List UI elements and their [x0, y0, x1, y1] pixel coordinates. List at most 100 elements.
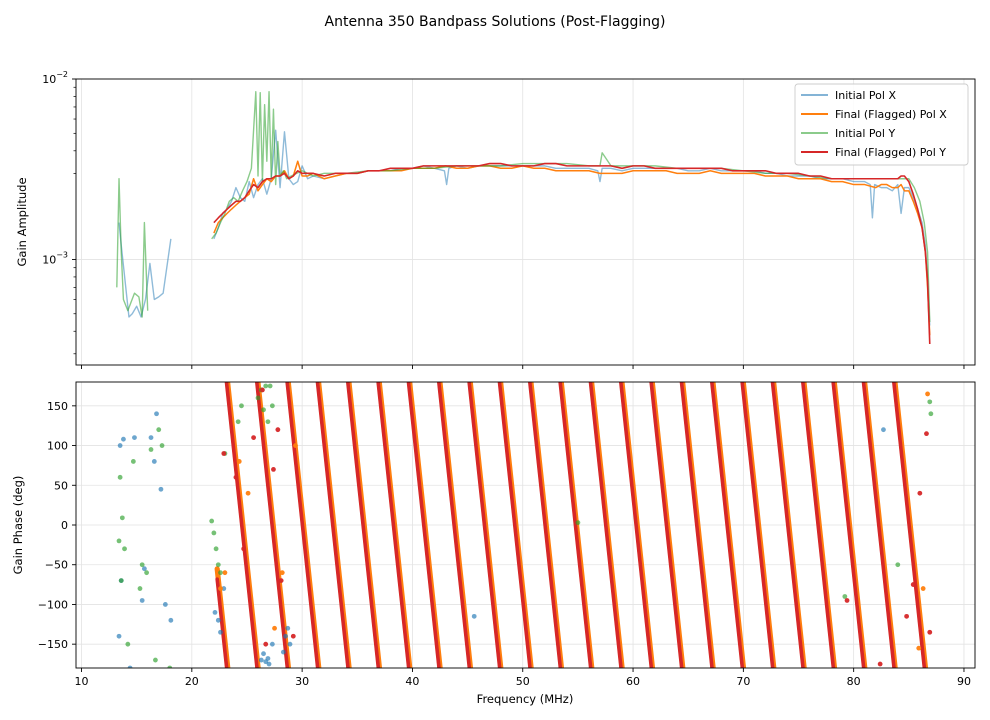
- phase-ramp-final-pol-y: [497, 382, 532, 668]
- phase-point-initial-pol-y: [213, 546, 219, 552]
- phase-point-initial-pol-x: [221, 586, 227, 591]
- phase-point-final-pol-y: [233, 474, 239, 480]
- phase-ramp-final-pol-y: [801, 382, 836, 668]
- phase-x-tick-label: 50: [516, 675, 530, 688]
- phase-point-initial-pol-y: [116, 538, 122, 544]
- phase-point-initial-pol-y: [895, 562, 901, 568]
- legend-label-final-pol-x: Final (Flagged) Pol X: [835, 108, 947, 121]
- phase-point-initial-pol-x: [148, 435, 154, 441]
- phase-point-final-pol-y: [221, 451, 227, 456]
- phase-x-tick-label: 90: [957, 675, 971, 688]
- phase-point-initial-pol-x: [261, 651, 266, 657]
- phase-ramp-final-pol-y: [315, 382, 350, 668]
- phase-point-initial-pol-x: [158, 486, 164, 492]
- phase-point-final-pol-y: [241, 546, 247, 552]
- phase-point-final-pol-y: [271, 466, 276, 472]
- phase-point-initial-pol-y: [118, 578, 124, 584]
- phase-point-initial-pol-y: [144, 570, 150, 576]
- phase-x-tick-label: 20: [185, 675, 199, 688]
- phase-ramp-final-pol-y: [376, 382, 411, 668]
- phase-ramp-final-pol-y: [679, 382, 714, 668]
- phase-y-tick-label: −150: [38, 638, 68, 651]
- phase-point-initial-pol-y: [215, 562, 221, 568]
- phase-point-final-pol-y: [910, 582, 916, 587]
- legend-label-initial-pol-y: Initial Pol Y: [835, 127, 895, 140]
- phase-point-initial-pol-x: [269, 641, 275, 647]
- phase-point-initial-pol-x: [471, 613, 477, 619]
- phase-point-final-pol-x: [222, 570, 228, 576]
- phase-point-final-pol-x: [920, 586, 926, 591]
- phase-ramp-final-pol-y: [437, 382, 472, 668]
- phase-y-tick-label: 0: [61, 519, 68, 532]
- phase-point-initial-pol-y: [153, 657, 158, 663]
- phase-y-label: Gain Phase (deg): [11, 476, 25, 575]
- phase-point-initial-pol-x: [881, 427, 886, 433]
- phase-point-initial-pol-x: [212, 609, 218, 615]
- phase-point-initial-pol-x: [154, 411, 159, 417]
- phase-point-final-pol-y: [917, 490, 923, 496]
- phase-point-final-pol-x: [925, 391, 930, 397]
- phase-point-initial-pol-y: [130, 459, 136, 464]
- phase-ramp-final-pol-y: [406, 382, 441, 668]
- phase-point-initial-pol-y: [209, 518, 215, 524]
- phase-ramp-final-pol-y: [215, 577, 229, 668]
- amplitude-y-tick-label: 10−3: [42, 250, 68, 266]
- phase-point-initial-pol-x: [266, 661, 272, 667]
- phase-point-initial-pol-x: [280, 649, 286, 655]
- amplitude-axes-frame: [75, 78, 976, 366]
- phase-x-tick-label: 40: [405, 675, 419, 688]
- phase-point-initial-pol-x: [141, 566, 147, 572]
- phase-point-initial-pol-x: [283, 633, 288, 639]
- phase-ramp-final-pol-y: [831, 382, 866, 668]
- phase-point-final-pol-y: [251, 435, 256, 441]
- figure-title: Antenna 350 Bandpass Solutions (Post-Fla…: [325, 14, 666, 30]
- phase-point-initial-pol-x: [215, 617, 221, 623]
- phase-point-final-pol-y: [877, 661, 883, 667]
- phase-ramp-final-pol-y: [892, 382, 927, 668]
- amplitude-panel: 10−2 10−3 Gain Amplitude Initial Pol X Fi…: [15, 70, 976, 369]
- phase-point-final-pol-x: [245, 490, 251, 496]
- phase-point-initial-pol-y: [255, 395, 261, 401]
- phase-x-label: Frequency (MHz): [477, 692, 574, 706]
- phase-point-initial-pol-x: [285, 625, 291, 631]
- phase-point-initial-pol-x: [117, 443, 123, 448]
- phase-point-final-pol-x: [279, 570, 285, 576]
- phase-point-initial-pol-y: [117, 474, 123, 480]
- phase-point-initial-pol-y: [159, 443, 165, 448]
- phase-points-group: [116, 382, 934, 668]
- phase-point-initial-pol-y: [137, 586, 143, 591]
- phase-point-initial-pol-y: [139, 562, 145, 568]
- phase-point-initial-pol-y: [218, 570, 223, 576]
- phase-ramp-final-pol-y: [770, 382, 805, 668]
- amplitude-y-tick-label: 10−2: [42, 70, 68, 86]
- phase-point-initial-pol-y: [928, 411, 934, 417]
- phase-ramp-final-pol-y: [285, 382, 320, 668]
- legend-label-initial-pol-x: Initial Pol X: [835, 89, 896, 102]
- phase-ramp-final-pol-y: [710, 382, 745, 668]
- phase-point-initial-pol-y: [119, 515, 125, 521]
- phase-point-initial-pol-x: [287, 641, 293, 647]
- phase-ramp-final-pol-y: [588, 382, 623, 668]
- phase-point-initial-pol-y: [263, 383, 269, 389]
- phase-y-tick-label: −100: [38, 598, 68, 611]
- phase-point-initial-pol-y: [148, 447, 154, 452]
- phase-point-initial-pol-y: [156, 427, 162, 433]
- phase-point-initial-pol-x: [116, 633, 122, 639]
- phase-point-final-pol-x: [236, 459, 242, 464]
- phase-point-final-pol-y: [927, 629, 933, 635]
- phase-point-final-pol-y: [278, 578, 284, 584]
- phase-ramp-final-pol-y: [224, 382, 259, 668]
- phase-point-initial-pol-y: [269, 403, 275, 409]
- phase-y-tick-label: 100: [47, 440, 68, 453]
- phase-point-initial-pol-y: [927, 399, 933, 405]
- phase-point-initial-pol-x: [151, 459, 157, 464]
- phase-point-initial-pol-x: [168, 617, 174, 623]
- phase-ramp-final-pol-y: [254, 382, 290, 668]
- phase-point-final-pol-y: [263, 641, 269, 647]
- phase-point-final-pol-y: [924, 431, 929, 437]
- phase-point-final-pol-x: [916, 645, 922, 651]
- phase-point-final-pol-y: [290, 633, 296, 639]
- phase-point-final-pol-x: [293, 443, 298, 448]
- phase-x-tick-label: 80: [847, 675, 861, 688]
